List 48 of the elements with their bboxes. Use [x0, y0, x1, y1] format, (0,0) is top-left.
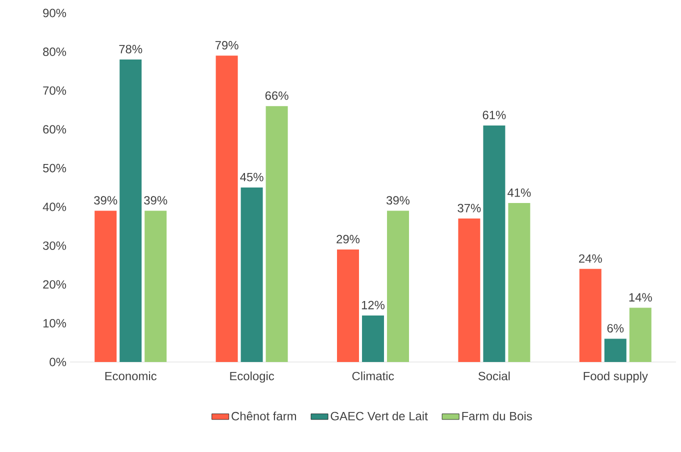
y-tick-label: 10% [43, 318, 66, 328]
bar [387, 210, 410, 362]
data-label: 14% [629, 293, 652, 302]
bar [508, 203, 530, 362]
y-tick-label: 0% [50, 358, 66, 366]
data-label: 6% [607, 324, 624, 333]
y-tick-label: 60% [43, 125, 66, 134]
y-tick-label: 90% [43, 8, 66, 18]
x-tick-label: Economic [105, 372, 157, 380]
data-label: 66% [265, 91, 288, 100]
bar [120, 60, 142, 362]
bar [240, 188, 263, 362]
data-label: 39% [94, 196, 118, 205]
data-label: 79% [215, 41, 238, 50]
bar [579, 268, 602, 362]
x-tick-label: Food supply [584, 372, 648, 383]
bar [458, 218, 480, 362]
y-tick-label: 40% [42, 202, 66, 212]
bar [144, 210, 167, 362]
y-tick-label: 20% [43, 280, 66, 289]
legend-label: Farm du Bois [462, 412, 532, 420]
y-tick-label: 70% [43, 86, 66, 95]
legend-label: Chênot farm [232, 412, 296, 420]
bar [604, 338, 626, 362]
y-tick-label: 80% [43, 48, 66, 56]
data-label: 39% [144, 196, 168, 205]
data-label: 39% [386, 196, 410, 205]
data-label: 37% [458, 204, 481, 212]
data-label: 12% [362, 300, 385, 310]
y-tick-label: 50% [43, 164, 66, 172]
bar [362, 315, 384, 362]
x-tick-label: Climatic [352, 372, 394, 380]
x-tick-label: Ecologic [230, 372, 274, 383]
bar [94, 210, 117, 362]
bar [629, 308, 652, 362]
data-label: 45% [240, 172, 264, 182]
data-label: 61% [482, 110, 506, 120]
bar [266, 106, 288, 362]
bar [483, 125, 506, 362]
y-tick-label: 30% [43, 241, 66, 250]
legend-label: GAEC Vert de Lait [330, 412, 428, 420]
data-label: 24% [579, 254, 602, 263]
x-tick-label: Social [478, 372, 510, 380]
bar [216, 56, 238, 362]
data-label: 29% [336, 234, 360, 244]
bar [337, 250, 359, 362]
data-label: 78% [119, 44, 142, 54]
data-label: 41% [508, 188, 531, 197]
